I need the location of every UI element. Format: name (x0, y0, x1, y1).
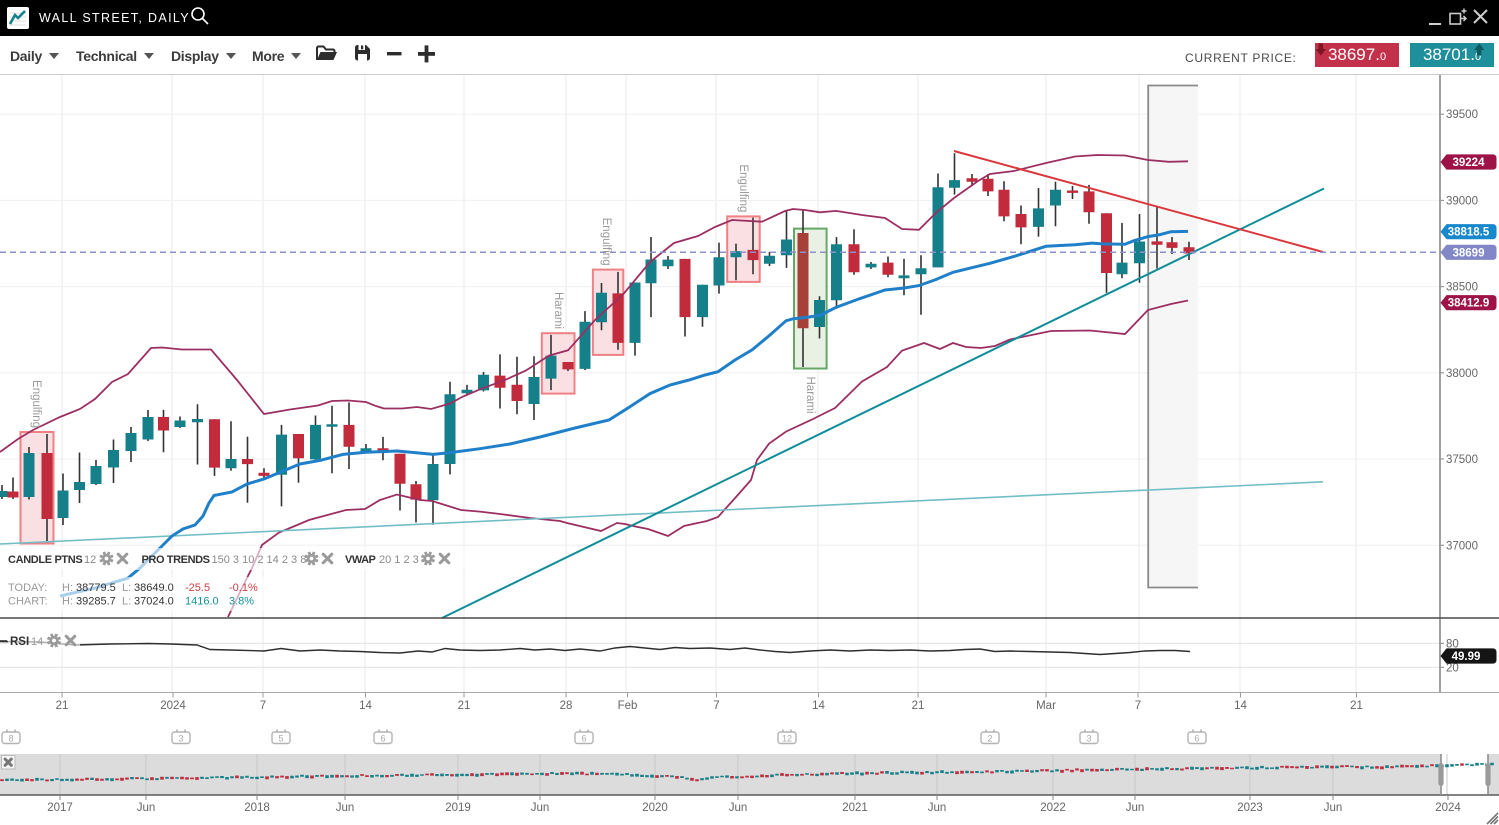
svg-text:2018: 2018 (244, 802, 270, 814)
svg-text:37024.0: 37024.0 (134, 596, 174, 608)
svg-text:38699: 38699 (1453, 247, 1485, 259)
svg-text:Jun: Jun (928, 802, 947, 814)
svg-text:12: 12 (84, 554, 96, 566)
svg-text:7: 7 (1135, 700, 1141, 712)
svg-text:6: 6 (380, 734, 385, 744)
svg-text:Feb: Feb (618, 700, 638, 712)
svg-text:38000: 38000 (1446, 368, 1478, 380)
svg-text:14: 14 (359, 700, 372, 712)
svg-text:TODAY:: TODAY: (8, 582, 47, 594)
svg-text:5: 5 (278, 734, 283, 744)
svg-text:2023: 2023 (1237, 802, 1263, 814)
svg-text:CANDLE PTNS: CANDLE PTNS (8, 554, 82, 566)
svg-text:-0.1%: -0.1% (229, 582, 258, 594)
svg-text:H:: H: (62, 596, 73, 608)
svg-text:7: 7 (260, 700, 266, 712)
svg-text:38818.5: 38818.5 (1448, 227, 1490, 239)
svg-text:RSI: RSI (10, 636, 29, 648)
svg-text:39000: 39000 (1446, 195, 1478, 207)
svg-text:Jun: Jun (336, 802, 355, 814)
svg-text:Jun: Jun (1324, 802, 1343, 814)
svg-text:CHART:: CHART: (8, 596, 48, 608)
svg-text:6: 6 (581, 734, 586, 744)
svg-text:37000: 37000 (1446, 540, 1478, 552)
svg-text:Engulfing: Engulfing (30, 380, 42, 428)
svg-text:21: 21 (458, 700, 471, 712)
svg-text:3: 3 (178, 734, 183, 744)
svg-text:6: 6 (1194, 734, 1199, 744)
svg-text:2017: 2017 (47, 802, 73, 814)
svg-text:3: 3 (1086, 734, 1091, 744)
svg-text:VWAP: VWAP (345, 554, 376, 566)
svg-text:2024: 2024 (1435, 802, 1461, 814)
svg-text:14: 14 (31, 636, 43, 648)
svg-text:1416.0: 1416.0 (185, 596, 219, 608)
svg-text:L:: L: (122, 582, 131, 594)
svg-text:80: 80 (1446, 638, 1459, 650)
svg-text:38412.9: 38412.9 (1448, 298, 1490, 310)
svg-text:21: 21 (56, 700, 69, 712)
svg-text:-25.5: -25.5 (185, 582, 210, 594)
svg-text:12: 12 (782, 734, 792, 744)
svg-text:3.8%: 3.8% (229, 596, 254, 608)
svg-text:37500: 37500 (1446, 454, 1478, 466)
svg-text:Jun: Jun (729, 802, 748, 814)
svg-text:8: 8 (8, 734, 13, 744)
svg-text:14: 14 (812, 700, 825, 712)
svg-text:38779.5: 38779.5 (76, 582, 116, 594)
svg-text:H:: H: (62, 582, 73, 594)
svg-text:Engulfing: Engulfing (737, 164, 749, 212)
svg-text:2020: 2020 (642, 802, 668, 814)
svg-text:Jun: Jun (137, 802, 156, 814)
svg-text:14: 14 (1234, 700, 1247, 712)
svg-text:Mar: Mar (1036, 700, 1056, 712)
svg-text:7: 7 (713, 700, 719, 712)
svg-text:150 3 10 2 14 2 3 8: 150 3 10 2 14 2 3 8 (212, 554, 307, 566)
svg-text:38649.0: 38649.0 (134, 582, 174, 594)
svg-text:Harami: Harami (552, 292, 564, 329)
svg-text:39500: 39500 (1446, 109, 1478, 121)
svg-text:Harami: Harami (804, 377, 816, 414)
svg-text:28: 28 (560, 700, 573, 712)
svg-text:L:: L: (122, 596, 131, 608)
svg-text:21: 21 (1350, 700, 1363, 712)
svg-text:38500: 38500 (1446, 282, 1478, 294)
svg-text:Jun: Jun (531, 802, 550, 814)
svg-text:2019: 2019 (445, 802, 471, 814)
svg-text:Engulfing: Engulfing (600, 218, 612, 266)
svg-text:2: 2 (987, 734, 992, 744)
svg-text:2021: 2021 (842, 802, 868, 814)
svg-text:2024: 2024 (160, 700, 186, 712)
svg-text:20: 20 (1446, 662, 1459, 674)
svg-text:2022: 2022 (1040, 802, 1066, 814)
svg-text:49.99: 49.99 (1452, 651, 1481, 663)
svg-text:39224: 39224 (1453, 157, 1486, 169)
svg-text:PRO TRENDS: PRO TRENDS (142, 554, 210, 566)
svg-text:Jun: Jun (1126, 802, 1145, 814)
svg-text:21: 21 (912, 700, 925, 712)
svg-text:39285.7: 39285.7 (76, 596, 116, 608)
svg-text:20 1 2 3: 20 1 2 3 (379, 554, 419, 566)
